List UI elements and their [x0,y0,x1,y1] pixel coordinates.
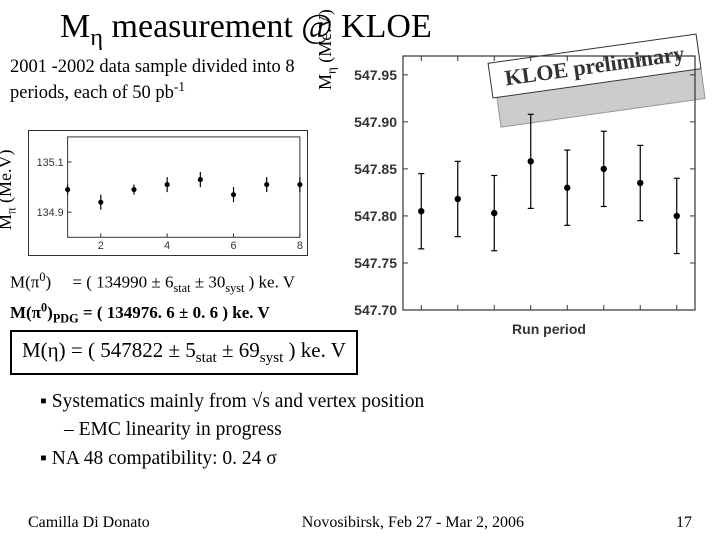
right-main-plot: 547.95 547.90 547.85 547.80 547.75 547.70 Run … [345,48,705,340]
svg-text:547.75: 547.75 [354,255,397,271]
right-plot-ylabel: Mη (Me.V) [315,9,340,90]
bullet-emc: – EMC linearity in progress [64,416,424,444]
pi0-pdg: M(π0)PDG = ( 134976. 6 ± 0. 6 ) ke. V [10,298,295,328]
eta-mass-result-box: M(η) = ( 547822 ± 5stat ± 69syst ) ke. V [10,330,358,375]
svg-text:6: 6 [231,240,237,252]
svg-text:134.9: 134.9 [37,207,64,219]
footer-location: Novosibirsk, Feb 27 - Mar 2, 2006 [302,514,524,532]
svg-text:2: 2 [98,240,104,252]
page-title: Mη measurement @ KLOE [60,8,432,52]
pi0-measured: M(π0) = ( 134990 ± 6stat ± 30syst ) ke. … [10,268,295,298]
svg-text:547.85: 547.85 [354,161,397,177]
svg-text:547.70: 547.70 [354,302,397,318]
svg-text:4: 4 [164,240,170,252]
svg-text:547.95: 547.95 [354,67,397,83]
footer: Camilla Di Donato Novosibirsk, Feb 27 - … [0,514,720,532]
svg-text:547.90: 547.90 [354,114,397,130]
pi0-results: M(π0) = ( 134990 ± 6stat ± 30syst ) ke. … [10,268,295,328]
footer-author: Camilla Di Donato [28,514,150,532]
svg-text:Run period: Run period [512,321,586,337]
left-plot-ylabel: Mπ (Me.V) [0,149,20,230]
svg-text:547.80: 547.80 [354,208,397,224]
bullet-list: ▪ Systematics mainly from √s and vertex … [40,388,424,473]
footer-page: 17 [676,514,692,532]
svg-text:135.1: 135.1 [37,157,64,169]
bullet-na48: ▪ NA 48 compatibility: 0. 24 σ [40,445,424,473]
description-text: 2001 -2002 data sample divided into 8 pe… [10,56,310,105]
svg-text:8: 8 [297,240,303,252]
left-mini-plot: 135.1 134.9 2 4 6 8 [28,130,308,256]
bullet-systematics: ▪ Systematics mainly from √s and vertex … [40,388,424,416]
